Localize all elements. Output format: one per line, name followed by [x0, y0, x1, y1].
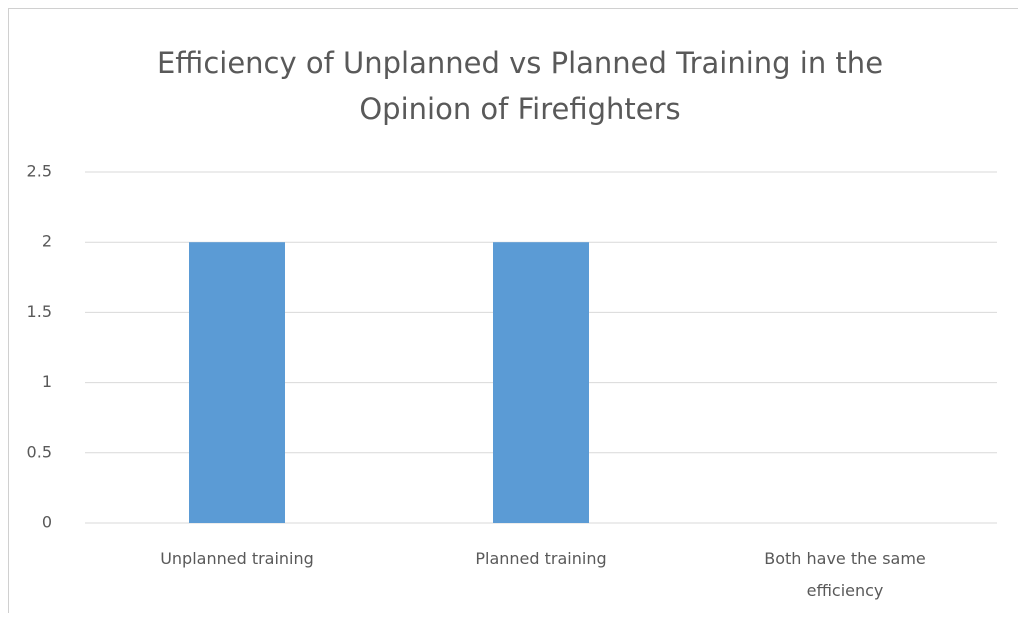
bar [189, 242, 285, 523]
y-tick-label: 2 [42, 232, 52, 251]
y-tick-label: 0 [42, 513, 52, 532]
bar [493, 242, 589, 523]
x-tick-label: Planned training [475, 549, 607, 568]
chart-frame [8, 8, 1018, 613]
chart-title: Efficiency of Unplanned vs Planned Train… [156, 46, 884, 126]
y-tick-label: 2.5 [27, 162, 52, 181]
y-tick-label: 0.5 [27, 442, 52, 461]
x-tick-label: Both have the same efficiency [764, 549, 926, 600]
x-tick-label: Unplanned training [160, 549, 314, 568]
y-tick-label: 1 [42, 372, 52, 391]
y-tick-label: 1.5 [27, 302, 52, 321]
